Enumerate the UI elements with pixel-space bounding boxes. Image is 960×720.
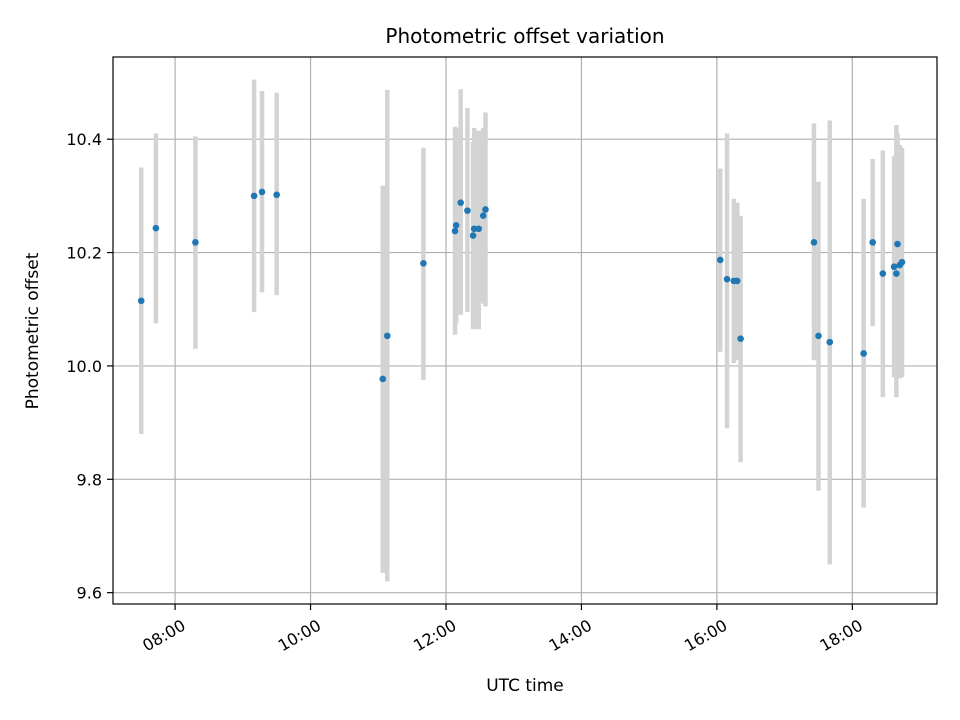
data-point xyxy=(457,199,464,206)
y-tick-label: 9.8 xyxy=(77,470,102,489)
data-point xyxy=(464,207,471,214)
data-point xyxy=(879,270,887,277)
data-point xyxy=(860,350,867,357)
data-point xyxy=(733,277,741,285)
x-axis-label: UTC time xyxy=(486,676,564,696)
data-point xyxy=(482,206,489,213)
data-point xyxy=(420,260,427,267)
data-point xyxy=(469,232,477,239)
data-point xyxy=(250,192,258,200)
data-point xyxy=(451,227,459,235)
data-point xyxy=(137,297,145,305)
chart-title: Photometric offset variation xyxy=(385,24,664,48)
data-point xyxy=(815,332,822,340)
data-point xyxy=(723,275,731,283)
data-point xyxy=(894,240,901,248)
data-point xyxy=(869,239,876,246)
data-point xyxy=(379,375,387,383)
data-point xyxy=(470,225,478,233)
data-point xyxy=(737,335,744,343)
data-point xyxy=(273,191,280,199)
y-axis-label: Photometric offset xyxy=(23,252,43,409)
data-point xyxy=(192,239,199,246)
data-point xyxy=(258,188,266,196)
y-tick-label: 10.2 xyxy=(66,244,102,263)
data-points xyxy=(137,188,906,383)
data-point xyxy=(810,239,818,246)
data-point xyxy=(826,338,834,346)
data-point xyxy=(893,270,900,277)
y-tick-label: 10.0 xyxy=(66,357,102,376)
y-tick-label: 9.6 xyxy=(77,584,102,603)
data-point xyxy=(383,332,391,340)
grid-lines xyxy=(113,57,937,604)
data-point xyxy=(152,224,160,232)
data-point xyxy=(890,263,898,271)
data-point xyxy=(475,225,483,233)
data-point xyxy=(898,258,906,266)
y-axis-ticks: 9.6 9.8 10.0 10.2 10.4 xyxy=(66,130,113,603)
data-point xyxy=(716,256,724,264)
data-point xyxy=(479,212,487,220)
plot-frame xyxy=(112,56,938,605)
data-point xyxy=(452,222,460,229)
y-tick-label: 10.4 xyxy=(66,130,102,149)
